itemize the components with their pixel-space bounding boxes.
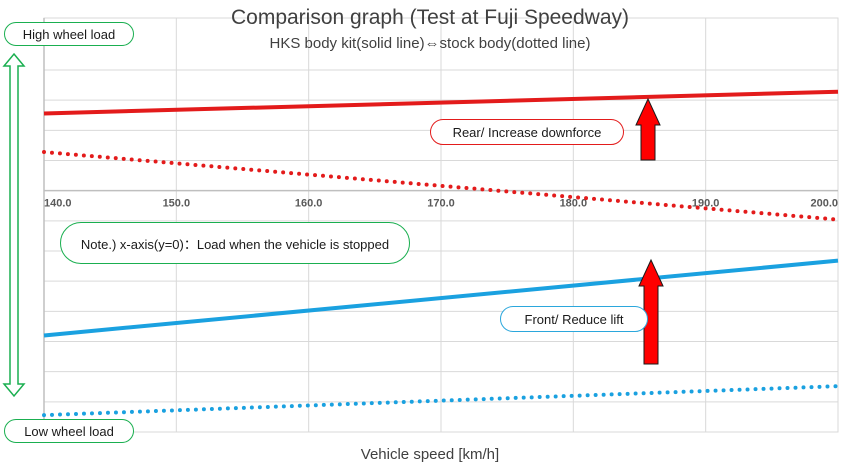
rear-up-arrow-icon: [635, 97, 661, 161]
series-line-front-stock: [42, 384, 840, 418]
series-line-front-hks: [43, 258, 839, 338]
chart-title: Comparison graph (Test at Fuji Speedway): [230, 6, 629, 29]
series-line-rear-hks: [43, 89, 839, 116]
rear-callout: Rear/ Increase downforce: [430, 119, 624, 145]
chart-subtitle: HKS body kit(solid line)⇔stock body(dott…: [269, 35, 591, 52]
x-tick-label: 160.0: [295, 198, 323, 210]
front-callout: Front/ Reduce lift: [500, 306, 648, 332]
high-wheel-load-label: High wheel load: [4, 22, 134, 46]
double-arrow-icon: [2, 52, 26, 398]
x-axis-label: Vehicle speed [km/h]: [360, 446, 500, 463]
x-tick-label: 140.0: [44, 198, 72, 210]
x-tick-label: 150.0: [163, 198, 191, 210]
note-callout: Note.) x-axis(y=0)：Load when the vehicle…: [60, 222, 410, 264]
x-tick-label: 170.0: [427, 198, 455, 210]
x-tick-label: 200.0: [810, 198, 838, 210]
front-up-arrow-icon: [638, 258, 664, 365]
series-line-rear-stock: [42, 150, 840, 222]
low-wheel-load-label: Low wheel load: [4, 419, 134, 443]
x-tick-label: 180.0: [560, 198, 588, 210]
